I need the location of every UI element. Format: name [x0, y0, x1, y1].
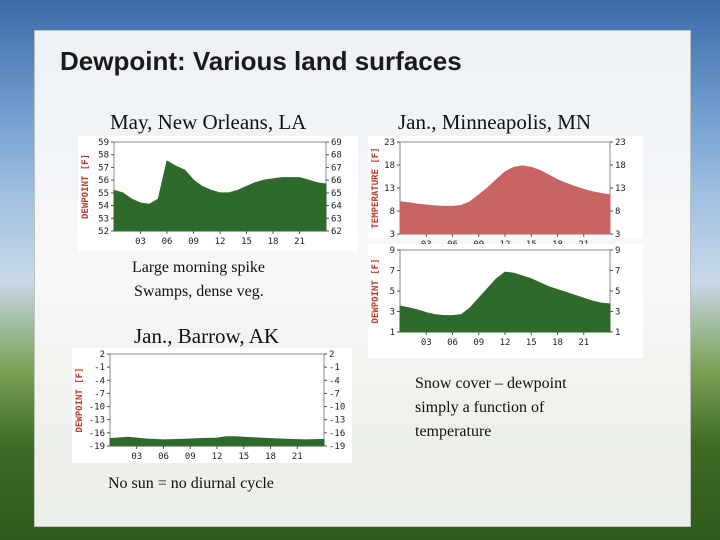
right-tick-label: 9: [615, 246, 620, 256]
right-tick-label: -7: [329, 389, 340, 399]
right-tick-label: -1: [329, 363, 340, 373]
left-tick-label: 53: [98, 214, 109, 224]
x-tick-label: 06: [158, 452, 169, 462]
left-tick-label: 3: [390, 230, 395, 240]
x-tick-label: 21: [578, 338, 589, 348]
left-tick-label: 8: [390, 207, 395, 217]
subtitle-barrow: Jan., Barrow, AK: [134, 324, 280, 348]
caption-minneapolis-1: Snow cover – dewpoint: [415, 375, 567, 392]
left-tick-label: 23: [384, 138, 395, 148]
barrow-dewpoint-chart: 2 2 -1 -1 -4 -4 -7 -7 -10 -10 -13 -13 -16 -16 -19 -19 03…: [72, 348, 352, 463]
left-tick-label: -19: [89, 442, 105, 452]
right-tick-label: 67: [331, 163, 342, 173]
caption-minneapolis-3: temperature: [415, 423, 492, 440]
x-tick-label: 06: [162, 237, 173, 247]
left-tick-label: 9: [390, 246, 395, 256]
subtitle-minneapolis: Jan., Minneapolis, MN: [398, 110, 592, 134]
y-axis-title: DEWPOINT [F]: [81, 154, 91, 219]
x-tick-label: 15: [238, 452, 249, 462]
minneapolis-temperature-chart: 232318181313883303060912151821TEMPERATUR…: [368, 136, 643, 250]
series-area: [399, 165, 611, 235]
series-area: [113, 160, 327, 232]
series-area: [109, 436, 325, 447]
y-axis-title: TEMPERATURE [F]: [371, 147, 381, 228]
right-tick-label: 66: [331, 176, 342, 186]
left-tick-label: -10: [89, 403, 105, 413]
plot-frame: [109, 353, 325, 447]
x-tick-label: 12: [500, 338, 511, 348]
minneapolis-dewpoint-chart: 9 9 7 7 5 5 3 3 1 1 03 06 09 12 15 18 21 DEWPOINT [F]: [368, 244, 643, 358]
x-tick-label: 06: [447, 338, 458, 348]
x-tick-label: 09: [185, 452, 196, 462]
left-tick-label: 56: [98, 176, 109, 186]
left-tick-label: 18: [384, 161, 395, 171]
right-tick-label: -19: [329, 442, 345, 452]
x-tick-label: 18: [552, 338, 563, 348]
caption-new-orleans-2: Swamps, dense veg.: [134, 283, 264, 300]
x-tick-label: 09: [188, 237, 199, 247]
left-tick-label: 5: [390, 287, 395, 297]
series-area: [399, 271, 611, 333]
left-tick-label: 2: [100, 350, 105, 360]
caption-new-orleans-1: Large morning spike: [132, 259, 266, 276]
right-tick-label: 8: [615, 207, 620, 217]
slide-title: Dewpoint: Various land surfaces: [60, 46, 462, 76]
left-tick-label: 54: [98, 202, 109, 212]
subtitle-new-orleans: May, New Orleans, LA: [110, 110, 307, 134]
right-tick-label: 63: [331, 214, 342, 224]
left-tick-label: 57: [98, 163, 109, 173]
left-tick-label: 7: [390, 267, 395, 277]
right-tick-label: 1: [615, 328, 620, 338]
left-tick-label: 13: [384, 184, 395, 194]
left-tick-label: -1: [94, 363, 105, 373]
left-tick-label: 52: [98, 227, 109, 237]
left-tick-label: -13: [89, 416, 105, 426]
caption-barrow: No sun = no diurnal cycle: [108, 475, 274, 492]
new-orleans-dewpoint-chart: 59 69 58 68 57 67 56 66 55 65 54 64 53 63 52 62 03 06 09 12…: [78, 136, 358, 251]
right-tick-label: 18: [615, 161, 626, 171]
right-tick-label: 3: [615, 308, 620, 318]
right-tick-label: -10: [329, 403, 345, 413]
left-tick-label: 1: [390, 328, 395, 338]
right-tick-label: 2: [329, 350, 334, 360]
left-tick-label: 59: [98, 138, 109, 148]
right-tick-label: 23: [615, 138, 626, 148]
x-tick-label: 03: [421, 338, 432, 348]
left-tick-label: 3: [390, 308, 395, 318]
caption-minneapolis-2: simply a function of: [415, 399, 545, 416]
x-tick-label: 12: [212, 452, 223, 462]
x-tick-label: 15: [241, 237, 252, 247]
right-tick-label: 62: [331, 227, 342, 237]
x-tick-label: 18: [268, 237, 279, 247]
right-tick-label: 13: [615, 184, 626, 194]
right-tick-label: 69: [331, 138, 342, 148]
x-tick-label: 18: [265, 452, 276, 462]
right-tick-label: -13: [329, 416, 345, 426]
x-tick-label: 21: [294, 237, 305, 247]
x-tick-label: 21: [292, 452, 303, 462]
right-tick-label: -4: [329, 376, 340, 386]
x-tick-label: 09: [473, 338, 484, 348]
left-tick-label: 58: [98, 151, 109, 161]
y-axis-title: DEWPOINT [F]: [75, 367, 85, 432]
right-tick-label: 68: [331, 151, 342, 161]
right-tick-label: 3: [615, 230, 620, 240]
left-tick-label: -4: [94, 376, 105, 386]
left-tick-label: 55: [98, 189, 109, 199]
right-tick-label: 64: [331, 202, 342, 212]
y-axis-title: DEWPOINT [F]: [371, 258, 381, 323]
x-tick-label: 12: [215, 237, 226, 247]
x-tick-label: 03: [131, 452, 142, 462]
right-tick-label: 5: [615, 287, 620, 297]
left-tick-label: -7: [94, 389, 105, 399]
x-tick-label: 03: [135, 237, 146, 247]
right-tick-label: 65: [331, 189, 342, 199]
right-tick-label: -16: [329, 429, 345, 439]
left-tick-label: -16: [89, 429, 105, 439]
x-tick-label: 15: [526, 338, 537, 348]
right-tick-label: 7: [615, 267, 620, 277]
